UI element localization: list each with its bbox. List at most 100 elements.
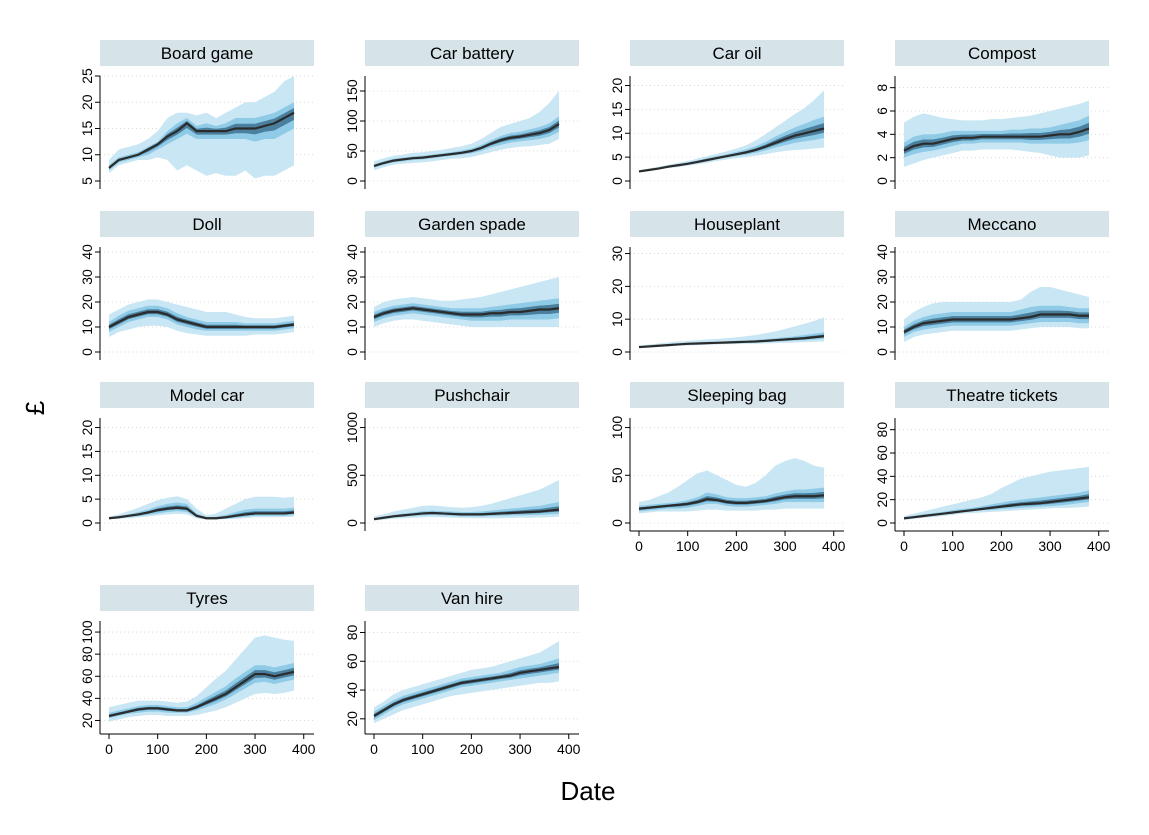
- band-inner: [639, 491, 824, 510]
- y-tick-label: 4: [874, 130, 890, 138]
- y-tick-label: 30: [79, 269, 95, 285]
- strip-sleeping-bag: [630, 382, 844, 408]
- y-tick-label: 10: [609, 311, 625, 327]
- panel-theatre-tickets: Theatre tickets 0 20 40 60 80 0 100 200 300 400: [874, 382, 1111, 554]
- strip-car-battery: [365, 40, 579, 66]
- y-tick-label: 150: [344, 79, 360, 103]
- y-tick-label: 80: [79, 646, 95, 662]
- y-tick-label: 8: [874, 84, 890, 92]
- panel-title: Car battery: [430, 44, 515, 63]
- y-tick-label: 100: [79, 620, 95, 644]
- x-tick-label: 400: [1087, 538, 1111, 554]
- y-tick-label: 20: [609, 278, 625, 294]
- y-tick-label: 1000: [344, 412, 360, 443]
- y-tick-label: 20: [79, 294, 95, 310]
- y-tick-label: 5: [79, 177, 95, 185]
- y-tick-label: 10: [344, 319, 360, 335]
- x-tick-label: 300: [1038, 538, 1062, 554]
- band-outer: [639, 317, 824, 349]
- y-tick-label: 5: [609, 153, 625, 161]
- x-tick-label: 300: [508, 741, 532, 757]
- strip-pushchair: [365, 382, 579, 408]
- y-tick-label: 30: [874, 269, 890, 285]
- x-tick-label: 200: [725, 538, 749, 554]
- x-tick-label: 0: [635, 538, 643, 554]
- x-tick-label: 0: [370, 741, 378, 757]
- median-line: [903, 127, 1090, 152]
- panel-doll: Doll 0 10 20 30 40: [79, 211, 314, 360]
- strip-garden-spade: [365, 211, 579, 237]
- y-tick-label: 100: [609, 416, 625, 440]
- median-line: [373, 307, 560, 319]
- panel-garden-spade: Garden spade 0 10 20 30 40: [344, 211, 579, 360]
- y-tick-label: 20: [874, 294, 890, 310]
- y-tick-label: 40: [79, 244, 95, 260]
- panel-tyres: Tyres 20 40 60 80 100 0 100 200 300 400: [79, 585, 316, 757]
- y-tick-label: 20: [874, 492, 890, 508]
- y-tick-label: 0: [79, 348, 95, 356]
- panel-title: Meccano: [968, 215, 1037, 234]
- x-tick-label: 300: [773, 538, 797, 554]
- y-tick-label: 50: [344, 143, 360, 159]
- strip-meccano: [895, 211, 1109, 237]
- y-tick-label: 0: [344, 177, 360, 185]
- y-tick-label: 40: [874, 244, 890, 260]
- band-inner: [904, 122, 1089, 154]
- x-tick-label: 100: [411, 741, 435, 757]
- x-tick-label: 400: [822, 538, 846, 554]
- y-tick-label: 10: [609, 125, 625, 141]
- band-outer: [904, 467, 1089, 521]
- y-tick-label: 100: [344, 109, 360, 133]
- y-tick-label: 30: [609, 246, 625, 262]
- x-tick-label: 100: [146, 741, 170, 757]
- y-tick-label: 40: [874, 468, 890, 484]
- band-mid: [109, 102, 294, 171]
- y-tick-label: 80: [874, 422, 890, 438]
- band-mid: [639, 116, 824, 172]
- y-tick-label: 25: [79, 68, 95, 84]
- x-tick-label: 200: [195, 741, 219, 757]
- y-tick-label: 50: [609, 467, 625, 483]
- y-tick-label: 40: [344, 244, 360, 260]
- x-tick-label: 0: [900, 538, 908, 554]
- panel-title: Board game: [161, 44, 254, 63]
- y-tick-label: 0: [874, 177, 890, 185]
- median-line: [108, 310, 295, 329]
- y-tick-label: 60: [874, 445, 890, 461]
- x-tick-label: 400: [557, 741, 581, 757]
- y-tick-label: 15: [79, 121, 95, 137]
- x-tick-label: 100: [676, 538, 700, 554]
- band-mid: [374, 298, 559, 322]
- y-tick-label: 10: [79, 319, 95, 335]
- median-line: [638, 127, 825, 173]
- y-tick-label: 40: [344, 682, 360, 698]
- y-tick-label: 500: [344, 463, 360, 487]
- panel-title: Sleeping bag: [687, 386, 786, 405]
- y-tick-label: 0: [609, 177, 625, 185]
- y-tick-label: 20: [79, 712, 95, 728]
- x-axis-title: Date: [561, 776, 616, 806]
- panel-model-car: Model car 0 5 10 15 20: [79, 382, 314, 531]
- y-tick-label: 20: [344, 711, 360, 727]
- band-mid: [374, 502, 559, 520]
- panel-title: Model car: [170, 386, 245, 405]
- x-tick-label: 400: [292, 741, 316, 757]
- strip-car-oil: [630, 40, 844, 66]
- x-tick-label: 100: [941, 538, 965, 554]
- median-line: [108, 670, 295, 718]
- band-inner: [374, 663, 559, 718]
- panel-title: Doll: [192, 215, 221, 234]
- panel-title: Tyres: [186, 589, 228, 608]
- y-axis-title: £: [20, 400, 50, 415]
- y-tick-label: 60: [344, 653, 360, 669]
- x-tick-label: 300: [243, 741, 267, 757]
- panel-sleeping-bag: Sleeping bag 0 50 100 0 100 200 300 400: [609, 382, 846, 554]
- panel-title: Houseplant: [694, 215, 780, 234]
- y-tick-label: 40: [79, 690, 95, 706]
- y-tick-label: 20: [344, 294, 360, 310]
- band-outer: [109, 635, 294, 722]
- y-tick-label: 6: [874, 107, 890, 115]
- median-line: [373, 508, 560, 521]
- median-line: [108, 111, 295, 169]
